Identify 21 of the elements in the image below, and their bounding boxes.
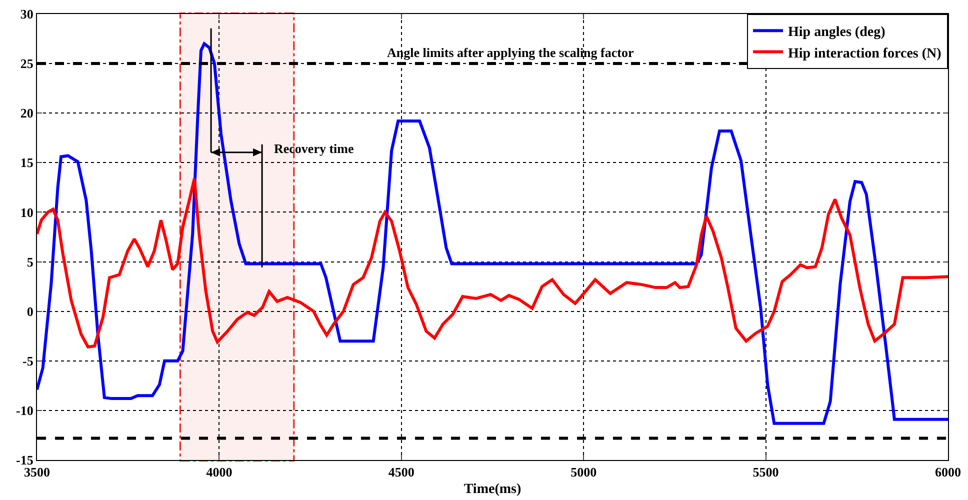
- y-tick-label: 5: [26, 254, 34, 270]
- legend-label: Hip angles (deg): [788, 25, 886, 40]
- y-tick-label: 20: [20, 106, 34, 121]
- ref-line-label: Angle limits after applying the scaling factor: [387, 45, 634, 60]
- line-series: [37, 42, 948, 425]
- line-series: [37, 177, 948, 349]
- y-tick-label: -5: [22, 353, 34, 368]
- x-tick-label: 4500: [388, 464, 414, 480]
- x-tick-label: 5000: [570, 464, 597, 480]
- legend-label: Hip interaction forces (N): [788, 46, 942, 62]
- y-tick-label: 25: [20, 56, 34, 72]
- y-tick-label: 15: [20, 155, 34, 170]
- y-tick-label: 0: [26, 304, 34, 319]
- x-tick-label: 6000: [935, 464, 961, 480]
- x-tick-label: 5500: [752, 464, 779, 480]
- x-tick-label: 4000: [206, 464, 232, 480]
- y-tick-label: 30: [20, 6, 34, 22]
- y-tick-label: -10: [16, 402, 34, 418]
- x-axis-title: Time(ms): [464, 482, 522, 497]
- y-tick-label: 10: [20, 204, 34, 220]
- annotation: Recovery time: [274, 141, 354, 156]
